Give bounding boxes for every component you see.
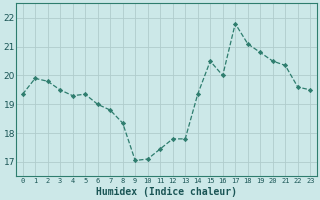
X-axis label: Humidex (Indice chaleur): Humidex (Indice chaleur) [96, 186, 237, 197]
